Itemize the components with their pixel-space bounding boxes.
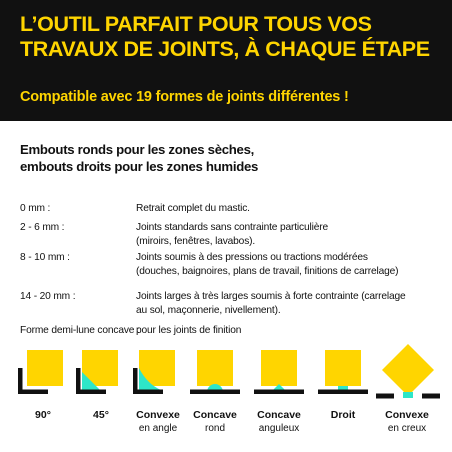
- joint-droit-icon: [318, 350, 368, 394]
- joint-90-icon: [18, 350, 63, 394]
- joint-subname: rond: [204, 423, 225, 434]
- joint-label-90: 90°: [8, 409, 78, 422]
- joint-shape-90: [18, 344, 68, 394]
- spec-value: Joints standards sans contrainte particu…: [136, 222, 329, 233]
- joint-label-concave-rond: Concave rond: [180, 409, 250, 435]
- joint-name: Concave: [257, 409, 301, 421]
- joint-45-icon: [76, 350, 118, 394]
- joint-convexe-angle-icon: [133, 350, 175, 394]
- joint-concave-rond-icon: [190, 350, 240, 394]
- header-banner: L’OUTIL PARFAIT POUR TOUS VOS TRAVAUX DE…: [0, 0, 452, 121]
- joint-label-droit: Droit: [308, 409, 378, 422]
- spec-value: Joints soumis à des pressions ou tractio…: [136, 252, 368, 263]
- banner-title-line-2: TRAVAUX DE JOINTS, À CHAQUE ÉTAPE: [20, 37, 430, 61]
- spec-key: 0 mm :: [20, 203, 51, 214]
- joint-label-convexe-creux: Convexe en creux: [372, 409, 442, 435]
- spec-value: pour les joints de finition: [136, 325, 242, 336]
- joint-name: 45°: [93, 409, 109, 421]
- joint-concave-anguleux-icon: [254, 350, 304, 394]
- banner-title-line-1: L’OUTIL PARFAIT POUR TOUS VOS: [20, 12, 372, 36]
- joint-shape-convexe-creux: [376, 344, 440, 400]
- spec-value: Retrait complet du mastic.: [136, 203, 250, 214]
- joint-subname: en angle: [138, 423, 178, 434]
- joint-convexe-creux-icon: [376, 344, 440, 399]
- joint-shapes: 90° 45° Convexe en angle Concave: [0, 344, 452, 444]
- joint-name: Convexe: [385, 409, 429, 421]
- spec-key: 2 - 6 mm :: [20, 222, 65, 233]
- joint-shape-droit: [318, 344, 368, 394]
- joint-label-45: 45°: [66, 409, 136, 422]
- joint-subname: en creux: [387, 423, 427, 434]
- joint-name: Convexe: [136, 409, 180, 421]
- joint-shape-concave-anguleux: [254, 344, 304, 394]
- joint-name: Droit: [330, 409, 356, 421]
- joint-subname: anguleux: [258, 423, 300, 434]
- spec-key: 8 - 10 mm :: [20, 252, 70, 263]
- section-title-line-1: Embouts ronds pour les zones sèches,: [20, 142, 254, 157]
- spec-value-continued: (douches, baignoires, plans de travail, …: [136, 266, 399, 277]
- spec-key: Forme demi-lune concave :: [20, 325, 140, 336]
- section-title-line-2: embouts droits pour les zones humides: [20, 159, 259, 174]
- banner-title: L’OUTIL PARFAIT POUR TOUS VOS TRAVAUX DE…: [20, 12, 440, 62]
- joint-label-convexe-angle: Convexe en angle: [123, 409, 193, 435]
- joint-shape-concave-rond: [190, 344, 240, 394]
- section-title: Embouts ronds pour les zones sèches, emb…: [20, 141, 440, 175]
- joint-shape-45: [76, 344, 126, 394]
- banner-subtitle: Compatible avec 19 formes de joints diff…: [20, 89, 349, 105]
- joint-label-concave-anguleux: Concave anguleux: [244, 409, 314, 435]
- spec-value-continued: au sol, maçonnerie, nivellement).: [136, 305, 281, 316]
- joint-shape-convexe-angle: [133, 344, 183, 394]
- spec-key: 14 - 20 mm :: [20, 291, 76, 302]
- joint-name: 90°: [35, 409, 51, 421]
- joint-name: Concave: [193, 409, 237, 421]
- spec-value: Joints larges à très larges soumis à for…: [136, 291, 406, 302]
- spec-value-continued: (miroirs, fenêtres, lavabos).: [136, 236, 256, 247]
